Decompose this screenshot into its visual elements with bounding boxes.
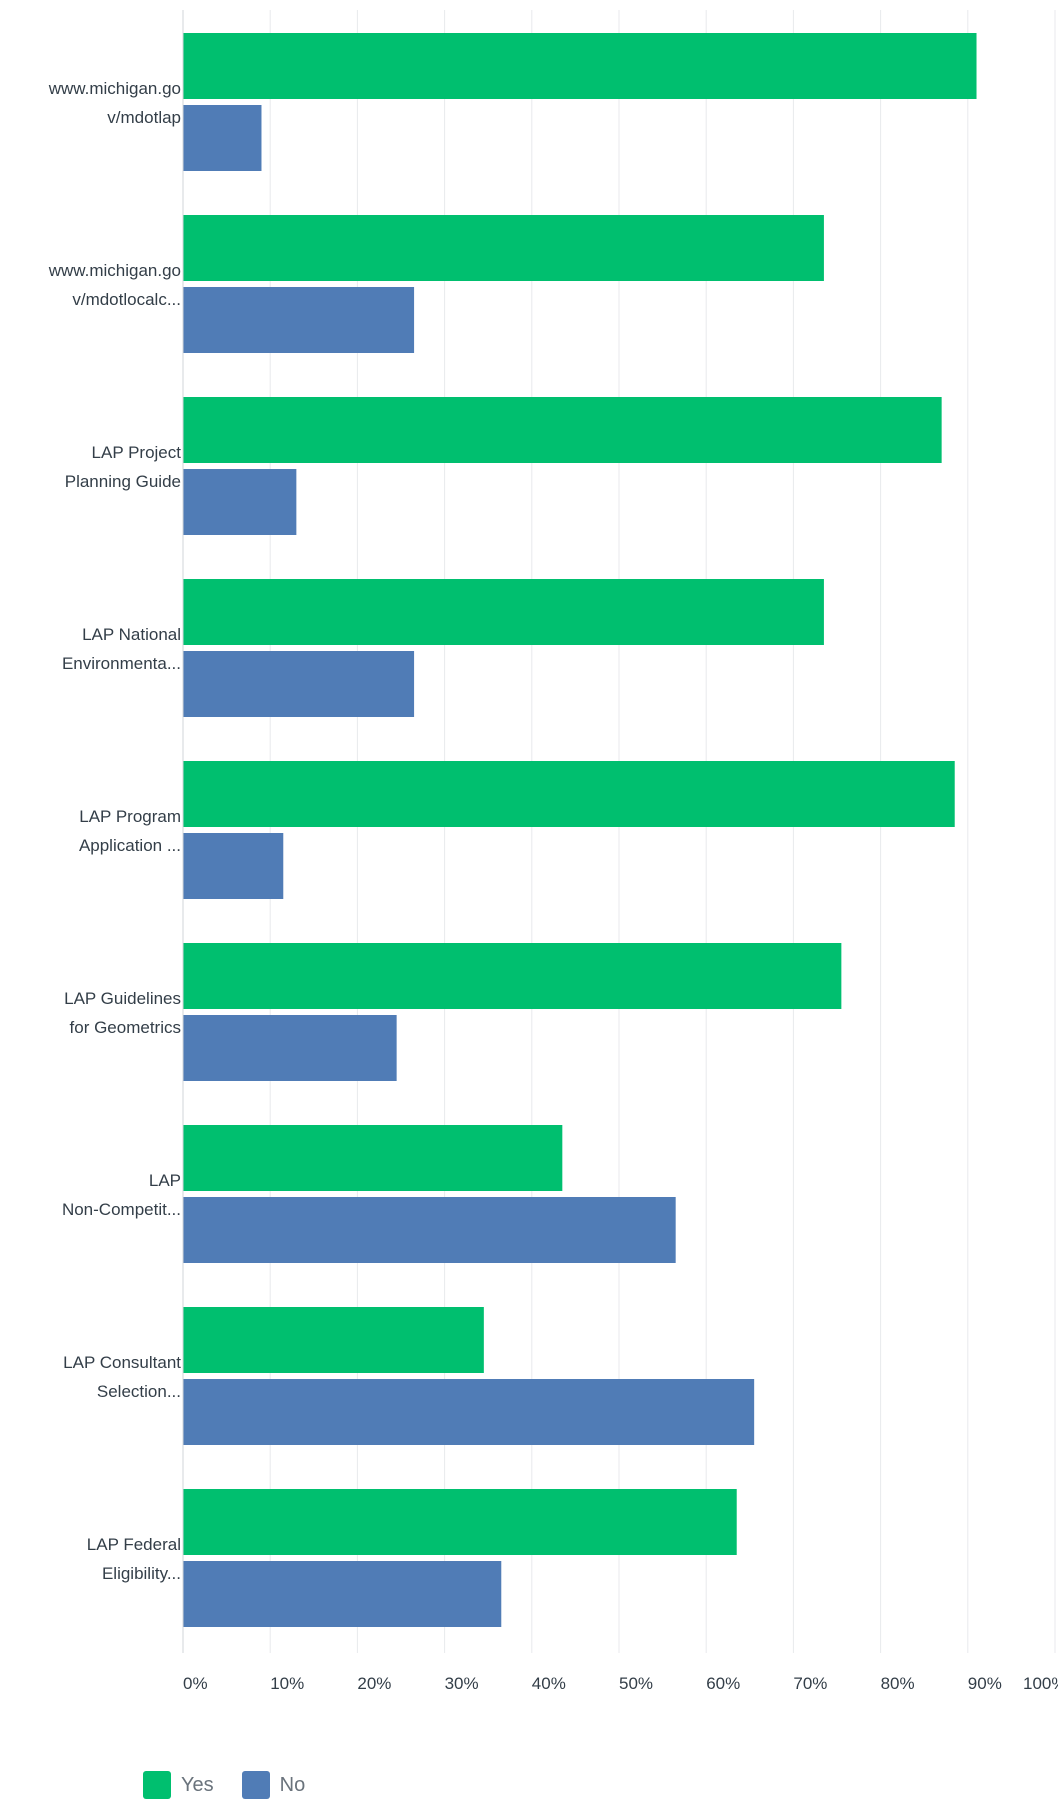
- x-tick-labels: 0% 10% 20% 30% 40% 50% 60% 70% 80% 90% 100%: [183, 1674, 1058, 1693]
- x-tick-label: 0%: [183, 1674, 208, 1693]
- x-tick-label: 50%: [619, 1674, 653, 1693]
- bar-no-3: [183, 469, 297, 535]
- x-tick-label: 60%: [706, 1674, 740, 1693]
- x-tick-label: 20%: [357, 1674, 391, 1693]
- legend: Yes No: [143, 1770, 305, 1800]
- bar-no-8: [183, 1379, 755, 1445]
- category-label: www.michigan.go v/mdotlocalc...: [48, 261, 181, 309]
- category-label: LAP Federal Eligibility...: [87, 1535, 181, 1583]
- bar-yes-2: [183, 215, 824, 281]
- bar-no-1: [183, 105, 262, 171]
- category-label: LAP Program Application ...: [79, 807, 181, 855]
- legend-item-yes: Yes: [143, 1771, 214, 1799]
- bar-no-2: [183, 287, 415, 353]
- category-label: LAP Consultant Selection...: [63, 1353, 181, 1401]
- bar-yes-5: [183, 761, 955, 827]
- category-label: LAP Project Planning Guide: [65, 443, 182, 491]
- bar-no-5: [183, 833, 284, 899]
- category-label: www.michigan.go v/mdotlap: [48, 79, 181, 127]
- legend-label-yes: Yes: [181, 1773, 214, 1796]
- gridlines: [269, 10, 1056, 1653]
- legend-item-no: No: [241, 1771, 306, 1799]
- x-tick-label: 30%: [445, 1674, 479, 1693]
- category-label: LAP Guidelines for Geometrics: [64, 989, 181, 1037]
- x-tick-label: 90%: [968, 1674, 1002, 1693]
- legend-label-no: No: [279, 1773, 306, 1796]
- bar-no-6: [183, 1015, 397, 1081]
- x-tick-label: 40%: [532, 1674, 566, 1693]
- x-tick-label: 80%: [881, 1674, 915, 1693]
- legend-swatch-yes: [143, 1771, 171, 1799]
- category-labels: www.michigan.go v/mdotlap www.michigan.go v…: [48, 79, 182, 1583]
- bar-yes-4: [183, 579, 824, 645]
- category-label: LAP National Environmenta...: [62, 625, 181, 673]
- x-tick-label: 100%: [1023, 1674, 1058, 1693]
- bar-yes-3: [183, 397, 942, 463]
- legend-swatch-no: [241, 1771, 270, 1799]
- x-tick-label: 70%: [793, 1674, 827, 1693]
- bar-no-7: [183, 1197, 676, 1263]
- category-label: LAP Non-Competit...: [62, 1171, 181, 1219]
- bar-yes-6: [183, 943, 842, 1009]
- bar-no-4: [183, 651, 415, 717]
- bars: [183, 33, 977, 1627]
- bar-yes-1: [183, 33, 977, 99]
- bar-yes-9: [183, 1489, 737, 1555]
- bar-yes-8: [183, 1307, 484, 1373]
- bar-no-9: [183, 1561, 502, 1627]
- x-tick-label: 10%: [270, 1674, 304, 1693]
- bar-yes-7: [183, 1125, 563, 1191]
